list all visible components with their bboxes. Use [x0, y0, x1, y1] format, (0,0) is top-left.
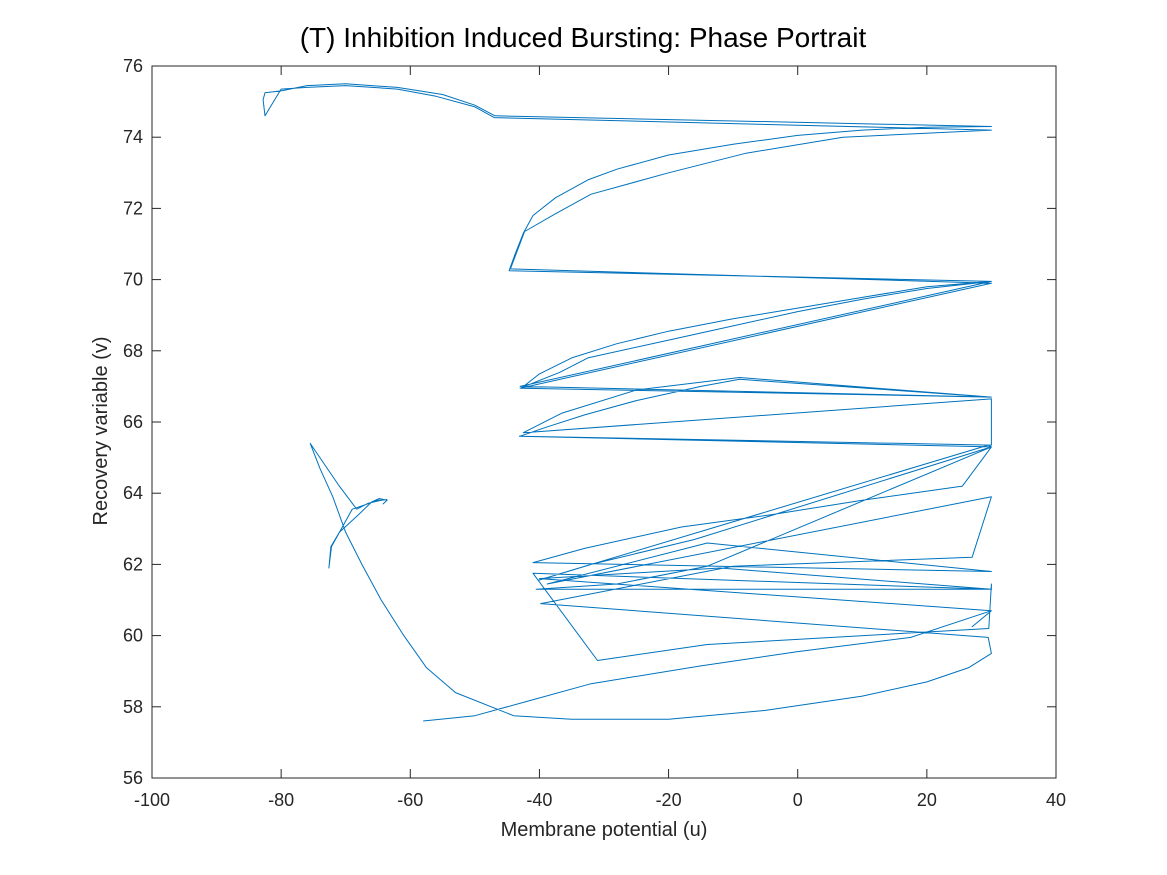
y-tick-label: 66 [123, 412, 143, 432]
x-tick-label: -80 [268, 790, 294, 810]
x-tick-labels: -100 -80 -60 -40 -20 0 20 40 [134, 790, 1066, 810]
y-tick-label: 56 [123, 768, 143, 788]
y-tick-label: 60 [123, 626, 143, 646]
x-axis-label: Membrane potential (u) [501, 819, 708, 841]
y-tick-label: 68 [123, 341, 143, 361]
y-tick-label: 58 [123, 697, 143, 717]
x-tick-label: -60 [397, 790, 423, 810]
series-line [262, 83, 992, 722]
plot-area [151, 65, 1057, 779]
chart-title: (T) Inhibition Induced Bursting: Phase P… [300, 22, 867, 53]
x-tick-label: 20 [917, 790, 937, 810]
x-tick-label: 40 [1046, 790, 1066, 810]
y-tick-label: 74 [123, 127, 143, 147]
y-tick-label: 72 [123, 198, 143, 218]
x-tick-label: 0 [793, 790, 803, 810]
y-tick-label: 64 [123, 483, 143, 503]
x-tick-label: -100 [134, 790, 170, 810]
x-tick-label: -40 [526, 790, 552, 810]
y-tick-label: 70 [123, 270, 143, 290]
y-axis-label: Recovery variable (v) [90, 337, 112, 526]
y-tick-label: 76 [123, 56, 143, 76]
y-tick-label: 62 [123, 554, 143, 574]
y-tick-labels: 56 58 60 62 64 66 68 70 72 74 76 [123, 56, 143, 788]
axis-ticks [151, 65, 1057, 779]
series-group [262, 83, 992, 722]
x-tick-label: -20 [656, 790, 682, 810]
